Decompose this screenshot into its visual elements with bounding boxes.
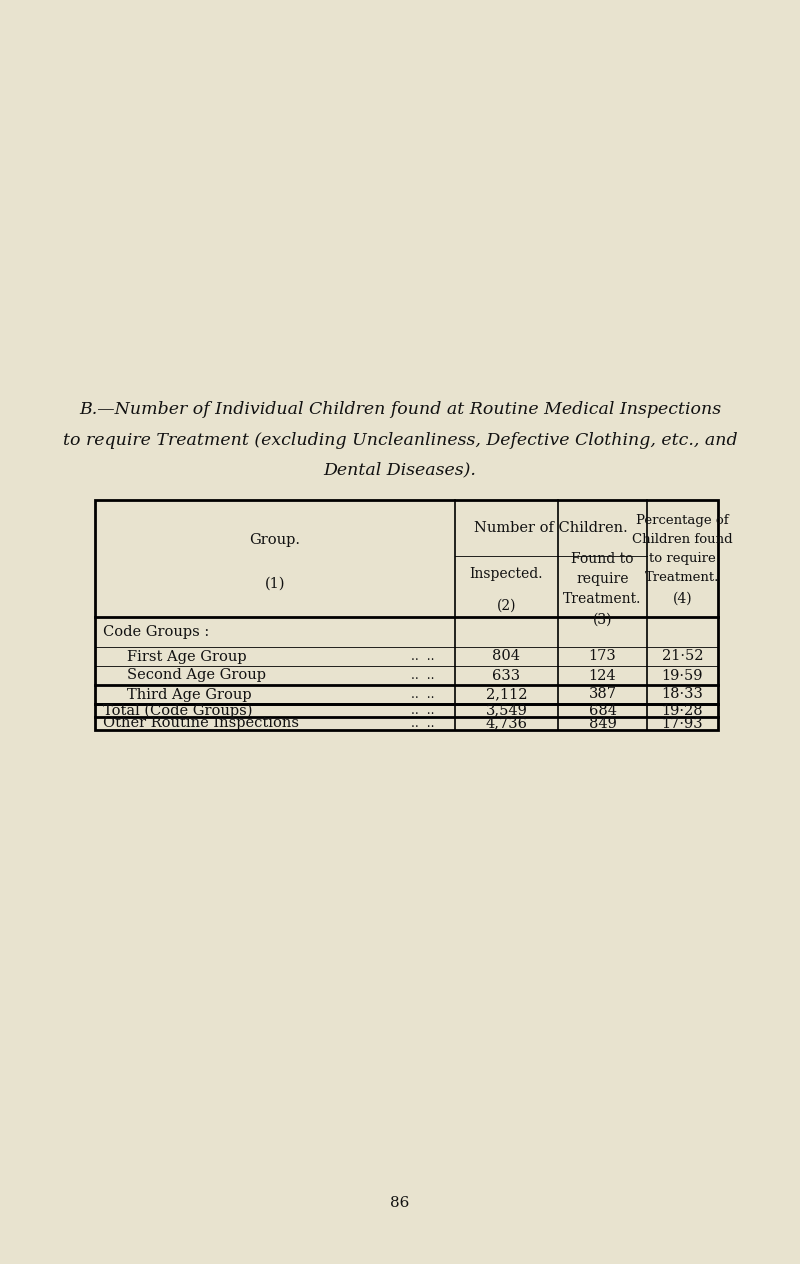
Text: 387: 387 xyxy=(589,688,617,702)
Text: 17·93: 17·93 xyxy=(662,717,703,731)
Text: 173: 173 xyxy=(589,650,616,664)
Text: 2,112: 2,112 xyxy=(486,688,527,702)
Text: 19·59: 19·59 xyxy=(662,669,703,683)
Text: ..  ..: .. .. xyxy=(411,650,434,664)
Text: ..  ..: .. .. xyxy=(411,704,434,717)
Text: to require: to require xyxy=(649,552,716,565)
Text: 21·52: 21·52 xyxy=(662,650,703,664)
Text: 86: 86 xyxy=(390,1196,410,1211)
Text: 124: 124 xyxy=(589,669,616,683)
Text: 849: 849 xyxy=(589,717,617,731)
Text: Dental Diseases).: Dental Diseases). xyxy=(323,461,477,479)
Text: ..  ..: .. .. xyxy=(411,717,434,731)
Text: to require Treatment (excluding Uncleanliness, Defective Clothing, etc., and: to require Treatment (excluding Uncleanl… xyxy=(62,431,738,449)
Text: First Age Group: First Age Group xyxy=(127,650,246,664)
Text: Percentage of: Percentage of xyxy=(636,514,729,527)
Text: ..  ..: .. .. xyxy=(411,688,434,702)
Text: Third Age Group: Third Age Group xyxy=(127,688,252,702)
Text: Number of Children.: Number of Children. xyxy=(474,521,628,535)
Text: 3,549: 3,549 xyxy=(486,704,527,718)
Text: (3): (3) xyxy=(593,612,612,627)
Text: Children found: Children found xyxy=(632,533,733,546)
Text: Second Age Group: Second Age Group xyxy=(127,669,266,683)
Text: (2): (2) xyxy=(497,598,516,613)
Text: Found to: Found to xyxy=(571,551,634,566)
Text: Inspected.: Inspected. xyxy=(470,566,543,581)
Text: Treatment.: Treatment. xyxy=(646,571,720,584)
Text: 19·28: 19·28 xyxy=(662,704,703,718)
Text: 684: 684 xyxy=(589,704,617,718)
Text: Other Routine Inspections: Other Routine Inspections xyxy=(103,717,299,731)
Text: 4,736: 4,736 xyxy=(486,717,527,731)
Text: 633: 633 xyxy=(493,669,521,683)
Text: Total (Code Groups): Total (Code Groups) xyxy=(103,703,253,718)
Text: Treatment.: Treatment. xyxy=(563,592,642,607)
Text: Code Groups :: Code Groups : xyxy=(103,624,210,640)
Text: require: require xyxy=(576,571,629,586)
Text: (4): (4) xyxy=(673,592,692,605)
Text: ..  ..: .. .. xyxy=(411,669,434,683)
Text: 18·33: 18·33 xyxy=(662,688,703,702)
Text: 804: 804 xyxy=(493,650,521,664)
Text: B.—Number of Individual Children found at Routine Medical Inspections: B.—Number of Individual Children found a… xyxy=(79,402,721,418)
Text: (1): (1) xyxy=(265,576,286,590)
Text: Group.: Group. xyxy=(250,532,301,546)
